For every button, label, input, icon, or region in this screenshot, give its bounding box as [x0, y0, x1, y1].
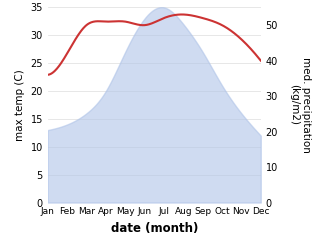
X-axis label: date (month): date (month): [111, 222, 198, 235]
Y-axis label: med. precipitation
(kg/m2): med. precipitation (kg/m2): [289, 57, 311, 153]
Y-axis label: max temp (C): max temp (C): [15, 69, 25, 141]
